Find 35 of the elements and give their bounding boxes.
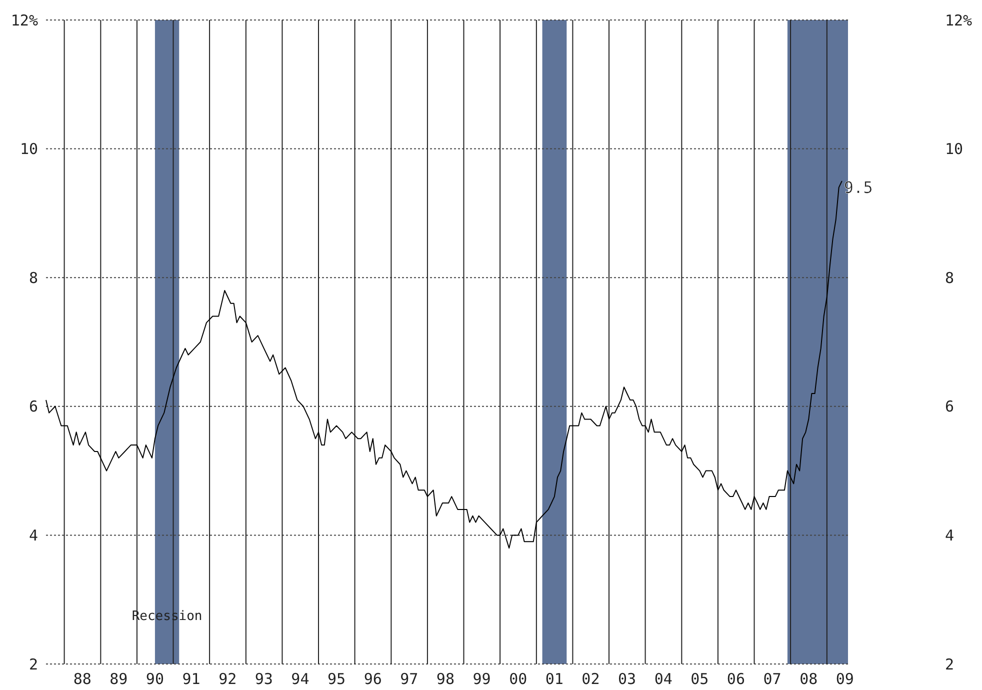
- x-tick-label: 90: [146, 670, 164, 688]
- x-tick-label: 05: [690, 670, 709, 688]
- x-tick-label: 97: [400, 670, 418, 688]
- x-tick-label: 88: [73, 670, 92, 688]
- x-tick-label: 95: [327, 670, 346, 688]
- x-tick-label: 03: [618, 670, 636, 688]
- y2-tick-label: 12%: [945, 11, 972, 30]
- x-tick-label: 06: [726, 670, 745, 688]
- x-tick-label: 98: [436, 670, 454, 688]
- y-tick-label: 6: [28, 398, 38, 416]
- y-tick-label: 10: [20, 140, 38, 158]
- x-tick-label: 02: [582, 670, 600, 688]
- y-tick-label: 2: [28, 655, 38, 674]
- y2-tick-label: 2: [945, 655, 954, 674]
- y2-tick-label: 4: [945, 526, 954, 544]
- x-tick-label: 01: [545, 670, 564, 688]
- y2-tick-label: 6: [945, 398, 954, 416]
- x-tick-label: 93: [254, 670, 273, 688]
- x-tick-label: 08: [800, 670, 818, 688]
- line-series: [46, 180, 842, 549]
- x-tick-label: 00: [509, 670, 528, 688]
- x-tick-label: 92: [218, 670, 237, 688]
- y2-tick-label: 8: [945, 268, 954, 287]
- x-tick-label: 09: [836, 670, 854, 688]
- x-tick-label: 99: [472, 670, 491, 688]
- y-tick-label: 4: [28, 526, 38, 544]
- x-tick-label: 96: [364, 670, 382, 688]
- y-tick-label: 8: [28, 268, 38, 287]
- x-tick-label: 94: [291, 670, 310, 688]
- x-tick-label: 89: [110, 670, 128, 688]
- x-tick-label: 91: [182, 670, 200, 688]
- y-tick-label: 12%: [10, 11, 38, 30]
- x-tick-label: 04: [654, 670, 672, 688]
- y2-tick-label: 10: [945, 140, 964, 158]
- x-tick-label: 07: [763, 670, 782, 688]
